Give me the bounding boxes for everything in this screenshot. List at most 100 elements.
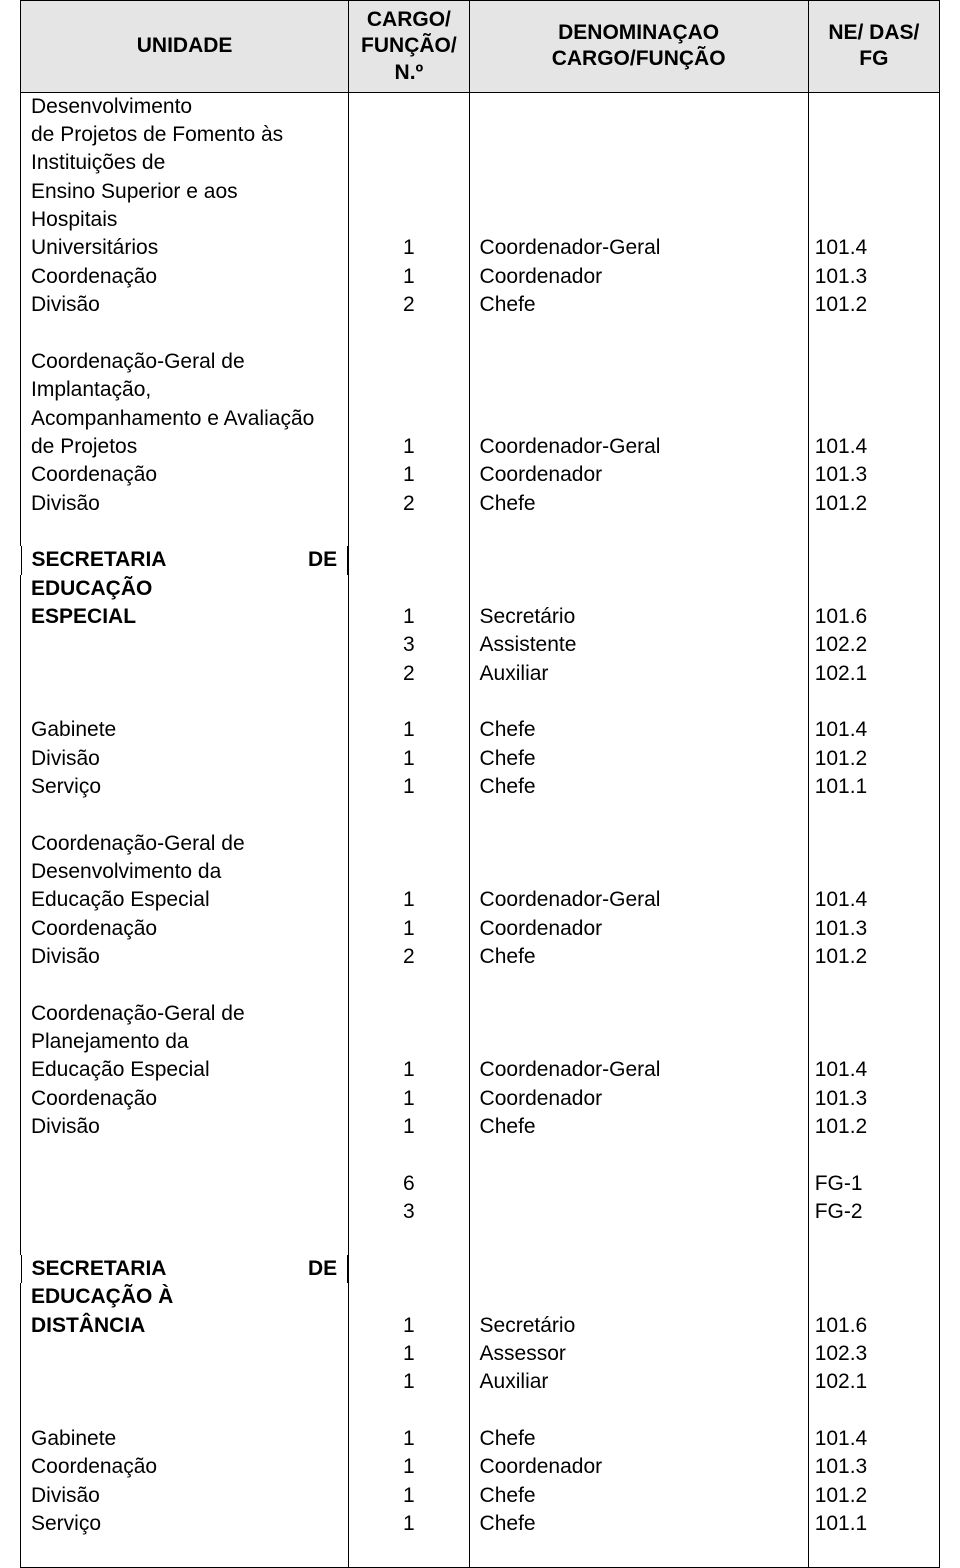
cell-unidade: Acompanhamento e Avaliação <box>21 405 349 433</box>
cell-denom <box>469 376 808 404</box>
cell-unidade: Coordenação <box>21 461 349 489</box>
spacer-cell <box>808 518 939 546</box>
spacer-cell <box>469 801 808 829</box>
cell-ne: 102.3 <box>808 1340 939 1368</box>
cell-denom: Coordenador <box>469 461 808 489</box>
cell-denom: Chefe <box>469 716 808 744</box>
cell-num: 1 <box>349 886 469 914</box>
cell-denom <box>469 1255 808 1283</box>
cell-unidade: Educação Especial <box>21 1056 349 1084</box>
cell-unidade: Coordenação-Geral de <box>21 348 349 376</box>
table-row: DISTÂNCIA1Secretário101.6 <box>21 1312 940 1340</box>
cell-unidade: Serviço <box>21 773 349 801</box>
cell-unidade: Gabinete <box>21 716 349 744</box>
spacer-cell <box>469 320 808 348</box>
cell-denom <box>469 858 808 886</box>
table-row: Divisão1Chefe101.2 <box>21 1113 940 1141</box>
cell-unidade: Instituições de <box>21 149 349 177</box>
cell-unidade: Educação Especial <box>21 886 349 914</box>
cell-num <box>349 1028 469 1056</box>
cell-ne <box>808 206 939 234</box>
cell-num: 1 <box>349 1368 469 1396</box>
cell-ne: 101.3 <box>808 461 939 489</box>
cell-denom: Chefe <box>469 1482 808 1510</box>
cell-denom: Chefe <box>469 1425 808 1453</box>
cell-unidade: Divisão <box>21 943 349 971</box>
cell-ne: 101.2 <box>808 291 939 319</box>
cell-num <box>349 348 469 376</box>
cell-denom <box>469 92 808 121</box>
cell-unidade: Desenvolvimento da <box>21 858 349 886</box>
cell-num: 2 <box>349 291 469 319</box>
cell-num <box>349 206 469 234</box>
table-row: ESPECIAL1Secretário101.6 <box>21 603 940 631</box>
cell-num: 1 <box>349 263 469 291</box>
header-unidade: UNIDADE <box>21 1 349 93</box>
table-row: EDUCAÇÃO <box>21 575 940 603</box>
spacer-cell <box>349 1538 469 1567</box>
table-row <box>21 1227 940 1255</box>
table-row: Serviço1Chefe101.1 <box>21 773 940 801</box>
header-ne: NE/ DAS/ FG <box>808 1 939 93</box>
cell-num <box>349 149 469 177</box>
cell-ne: 101.4 <box>808 886 939 914</box>
table-row: Divisão2Chefe101.2 <box>21 490 940 518</box>
cell-num: 1 <box>349 433 469 461</box>
table-row: Implantação, <box>21 376 940 404</box>
cell-ne: 101.1 <box>808 773 939 801</box>
cell-unidade <box>21 660 349 688</box>
cell-denom: Coordenador-Geral <box>469 234 808 262</box>
cell-denom <box>469 830 808 858</box>
table-row: de Projetos de Fomento às <box>21 121 940 149</box>
cell-denom: Auxiliar <box>469 660 808 688</box>
cell-unidade: Coordenação-Geral de <box>21 1000 349 1028</box>
table-row: Coordenação-Geral de <box>21 830 940 858</box>
spacer-cell <box>469 1227 808 1255</box>
table-row: Divisão2Chefe101.2 <box>21 291 940 319</box>
header-cargo-num: CARGO/ FUNÇÃO/ N.º <box>349 1 469 93</box>
cell-ne <box>808 1255 939 1283</box>
cell-ne: FG-1 <box>808 1170 939 1198</box>
table-row: Gabinete1Chefe101.4 <box>21 1425 940 1453</box>
table-row: Hospitais <box>21 206 940 234</box>
spacer-cell <box>469 688 808 716</box>
cell-denom: Coordenador <box>469 915 808 943</box>
cell-ne <box>808 149 939 177</box>
spacer-cell <box>349 801 469 829</box>
cell-ne <box>808 178 939 206</box>
cell-ne: 101.4 <box>808 433 939 461</box>
table-row <box>21 801 940 829</box>
spacer-cell <box>21 1397 349 1425</box>
cell-num <box>349 178 469 206</box>
table-row: EDUCAÇÃO À <box>21 1283 940 1311</box>
cell-num <box>349 858 469 886</box>
table-row: Coordenação-Geral de <box>21 348 940 376</box>
cell-unidade: Serviço <box>21 1510 349 1538</box>
spacer-cell <box>349 1227 469 1255</box>
cell-num: 1 <box>349 234 469 262</box>
cell-denom: Coordenador <box>469 1085 808 1113</box>
cell-unidade <box>21 631 349 659</box>
cell-ne: 101.3 <box>808 1085 939 1113</box>
spacer-cell <box>21 1538 349 1567</box>
cell-unidade <box>21 1340 349 1368</box>
cell-unidade: de Projetos <box>21 433 349 461</box>
cell-ne: 101.2 <box>808 1482 939 1510</box>
table-row <box>21 1397 940 1425</box>
table-row: 2Auxiliar102.1 <box>21 660 940 688</box>
header-denom: DENOMINAÇAO CARGO/FUNÇÃO <box>469 1 808 93</box>
cell-denom <box>469 1028 808 1056</box>
org-table: UNIDADE CARGO/ FUNÇÃO/ N.º DENOMINAÇAO C… <box>20 0 940 1568</box>
cell-ne: 101.4 <box>808 1425 939 1453</box>
cell-denom: Chefe <box>469 490 808 518</box>
cell-unidade: Gabinete <box>21 1425 349 1453</box>
cell-denom: Auxiliar <box>469 1368 808 1396</box>
spacer-cell <box>21 320 349 348</box>
cell-unidade: ESPECIAL <box>21 603 349 631</box>
cell-ne: 101.2 <box>808 1113 939 1141</box>
spacer-cell <box>808 1397 939 1425</box>
cell-num: 1 <box>349 1510 469 1538</box>
cell-ne: 102.1 <box>808 1368 939 1396</box>
table-row: Coordenação-Geral de <box>21 1000 940 1028</box>
spacer-cell <box>808 1227 939 1255</box>
